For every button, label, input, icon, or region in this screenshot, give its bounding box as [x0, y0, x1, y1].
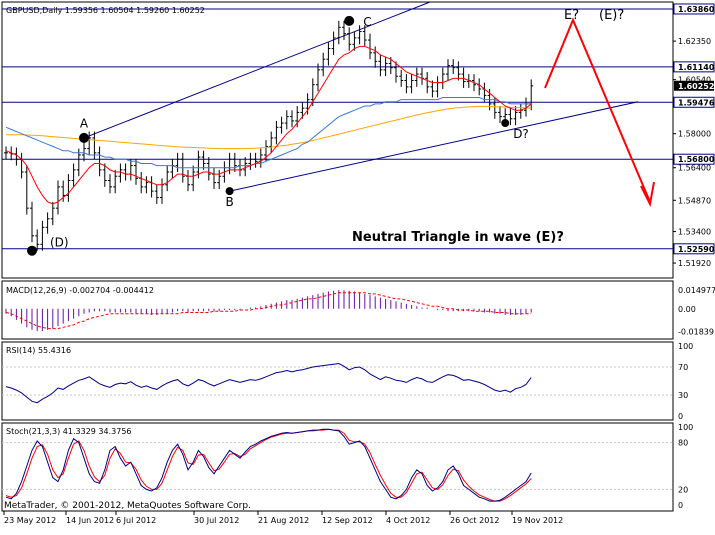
copyright-footer: MetaTrader, © 2001-2012, MetaQuotes Soft… — [4, 501, 251, 511]
macd-tick-label: -0.01839 — [678, 328, 714, 337]
wave-point-c — [344, 15, 355, 26]
x-tick-label: 30 Jul 2012 — [194, 516, 239, 525]
rsi-tick-label: 100 — [678, 342, 693, 351]
stoch-tick-label: 0 — [678, 501, 683, 510]
x-tick-label: 14 Jun 2012 — [66, 516, 114, 525]
stoch-tick-label: 20 — [678, 485, 688, 494]
wave-label-a: A — [80, 116, 89, 130]
y-tick-label: 1.54870 — [678, 196, 711, 205]
rsi-tick-label: 30 — [678, 391, 688, 400]
level-price-box — [673, 243, 715, 255]
x-tick-label: 26 Oct 2012 — [450, 516, 499, 525]
main-pane[interactable] — [1, 1, 674, 279]
rsi-title: RSI(14) 55.4316 — [6, 346, 71, 355]
moving-average-medium-line — [5, 97, 532, 169]
wave-label-c: C — [363, 15, 371, 29]
current-price-box — [674, 80, 714, 91]
x-tick-label: 6 Jul 2012 — [116, 516, 156, 525]
level-price-label: 1.63860 — [678, 5, 715, 14]
wave-label-d-prev: (D) — [50, 235, 69, 249]
x-tick-label: 23 May 2012 — [4, 516, 56, 525]
projection-arrow-head — [640, 181, 655, 208]
x-tick-label: 19 Nov 2012 — [512, 516, 563, 525]
wave-label-d: D? — [513, 127, 529, 141]
macd-histogram — [5, 290, 532, 332]
level-price-box — [673, 3, 715, 15]
macd-title: MACD(12,26,9) -0.002704 -0.004412 — [6, 286, 154, 295]
wave-point-d-prev — [27, 245, 37, 256]
upper-trendline-ac — [83, 1, 431, 139]
moving-average-slow-line — [6, 105, 532, 150]
level-price-label: 1.59476 — [678, 98, 715, 107]
rsi-tick-label: 0 — [678, 412, 683, 421]
level-price-label: 1.52590 — [678, 245, 715, 254]
wave-label-e: E? — [564, 8, 579, 23]
rsi-tick-label: 70 — [678, 363, 688, 372]
moving-average-fast-line — [5, 45, 532, 205]
wave-label-e-big: (E)? — [599, 8, 624, 23]
stoch-pane[interactable] — [1, 422, 674, 512]
current-price-label: 1.60252 — [678, 82, 714, 91]
y-tick-label: 1.53400 — [678, 228, 711, 237]
y-tick-label: 1.51920 — [678, 259, 711, 268]
level-price-box — [673, 96, 715, 108]
y-tick-label: 1.58000 — [678, 130, 711, 139]
wave-label-b: B — [225, 195, 233, 209]
level-price-box — [673, 153, 715, 165]
y-tick-label: 1.62350 — [678, 37, 711, 46]
macd-pane[interactable] — [1, 280, 674, 340]
wave-point-d — [501, 119, 510, 128]
projection-path-line — [544, 17, 651, 203]
stoch-tick-label: 100 — [678, 423, 693, 432]
y-tick-label: 1.56400 — [678, 164, 711, 173]
x-tick-label: 21 Aug 2012 — [258, 516, 309, 525]
stoch-title: Stoch(21,3,3) 41.3329 34.3756 — [6, 427, 132, 436]
stoch-tick-label: 80 — [678, 439, 688, 448]
stoch-signal-line — [5, 428, 532, 502]
level-price-label: 1.61140 — [678, 63, 715, 72]
x-tick-label: 4 Oct 2012 — [386, 516, 430, 525]
annotation-title: Neutral Triangle in wave (E)? — [352, 230, 564, 245]
macd-signal-line — [5, 292, 532, 330]
y-tick-label: 1.60540 — [678, 76, 711, 85]
rsi-line — [5, 362, 532, 404]
level-price-box — [673, 61, 715, 73]
macd-tick-label: 0.00 — [678, 305, 696, 314]
x-tick-label: 12 Sep 2012 — [322, 516, 373, 525]
macd-tick-label: 0.014977 — [678, 286, 715, 295]
rsi-pane[interactable] — [1, 341, 674, 421]
wave-point-a — [79, 132, 89, 143]
stoch-main-line — [5, 428, 532, 502]
level-price-label: 1.56800 — [678, 155, 715, 164]
wave-point-b — [225, 187, 234, 196]
lower-trendline-bd — [229, 101, 639, 192]
chart-header: GBPUSD,Daily 1.59356 1.60504 1.59260 1.6… — [6, 6, 205, 15]
